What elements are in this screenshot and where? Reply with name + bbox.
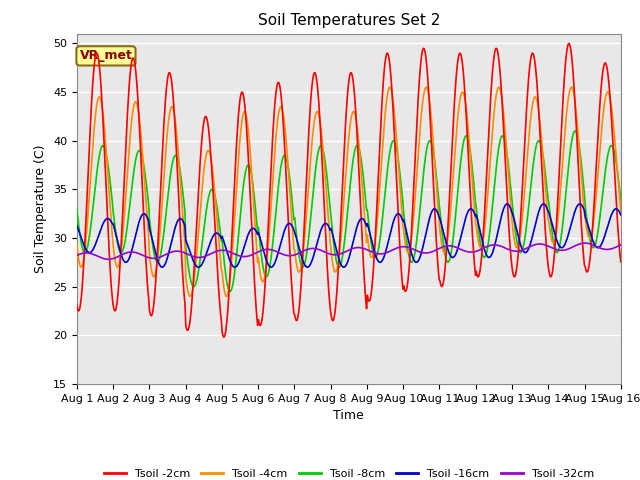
X-axis label: Time: Time [333, 409, 364, 422]
Text: VR_met: VR_met [79, 49, 132, 62]
Legend: Tsoil -2cm, Tsoil -4cm, Tsoil -8cm, Tsoil -16cm, Tsoil -32cm: Tsoil -2cm, Tsoil -4cm, Tsoil -8cm, Tsoi… [99, 465, 598, 480]
Y-axis label: Soil Temperature (C): Soil Temperature (C) [35, 144, 47, 273]
Title: Soil Temperatures Set 2: Soil Temperatures Set 2 [258, 13, 440, 28]
